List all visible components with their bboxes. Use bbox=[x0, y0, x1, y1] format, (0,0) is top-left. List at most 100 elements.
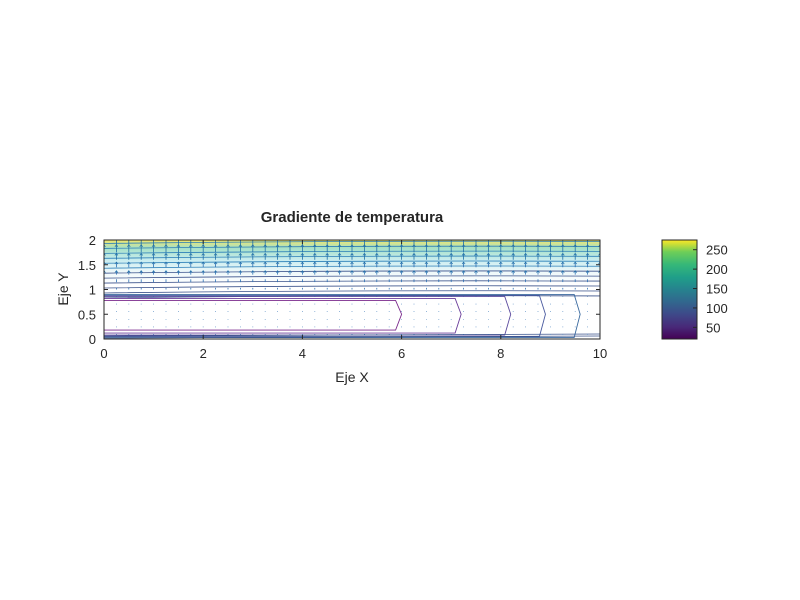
quiver-arrowhead bbox=[288, 252, 292, 256]
quiver-arrowhead bbox=[599, 236, 602, 238]
quiver-arrowhead bbox=[164, 261, 168, 265]
chart-title: Gradiente de temperatura bbox=[261, 209, 444, 226]
quiver-arrowhead bbox=[486, 270, 491, 273]
quiver-arrowhead bbox=[499, 270, 503, 273]
quiver-arrowhead bbox=[139, 270, 143, 273]
quiver-arrowhead bbox=[213, 270, 218, 273]
colorbar-tick-label: 250 bbox=[706, 243, 728, 258]
quiver-arrowhead bbox=[523, 270, 528, 273]
quiver-arrowhead bbox=[585, 252, 590, 256]
quiver-arrowhead bbox=[536, 261, 540, 265]
quiver-arrowhead bbox=[127, 261, 131, 265]
quiver-arrowhead bbox=[375, 252, 379, 256]
quiver-arrowhead bbox=[461, 261, 466, 265]
quiver-arrowhead bbox=[264, 236, 267, 238]
quiver-arrowhead bbox=[239, 236, 242, 238]
quiver-arrowhead bbox=[585, 270, 590, 273]
quiver-arrowhead bbox=[573, 252, 577, 256]
quiver-arrowhead bbox=[176, 252, 181, 256]
quiver-arrowhead bbox=[139, 261, 143, 265]
quiver-arrowhead bbox=[288, 270, 292, 273]
quiver-arrowhead bbox=[164, 252, 168, 256]
contour-loop bbox=[104, 294, 581, 338]
quiver-arrowhead bbox=[412, 270, 416, 273]
contour-line bbox=[104, 333, 600, 337]
colorbar-gradient bbox=[661, 239, 698, 340]
quiver-arrowhead bbox=[251, 236, 254, 238]
x-axis: 0 2 4 6 8 10 bbox=[100, 240, 607, 361]
quiver-arrowhead bbox=[437, 236, 440, 238]
quiver-arrowhead bbox=[362, 261, 367, 265]
quiver-arrowhead bbox=[350, 261, 354, 265]
quiver-arrowhead bbox=[561, 270, 565, 273]
quiver-arrowhead bbox=[201, 270, 205, 273]
quiver-arrowhead bbox=[300, 261, 305, 265]
quiver-arrowhead bbox=[548, 252, 553, 256]
x-tick-label: 6 bbox=[398, 346, 405, 361]
quiver-arrowhead bbox=[351, 236, 354, 238]
plot-area bbox=[103, 236, 602, 340]
colorbar-tick-label: 150 bbox=[706, 282, 728, 297]
y-tick-label: 1.5 bbox=[78, 258, 96, 273]
quiver-arrowhead bbox=[226, 261, 230, 265]
quiver-arrowhead bbox=[226, 270, 230, 273]
quiver-arrowhead bbox=[251, 270, 255, 273]
quiver-arrowhead bbox=[313, 252, 317, 256]
quiver-arrowhead bbox=[499, 261, 503, 265]
quiver-arrowhead bbox=[313, 236, 316, 238]
quiver-arrowhead bbox=[226, 252, 230, 256]
quiver-arrowhead bbox=[151, 252, 156, 256]
x-tick-label: 2 bbox=[200, 346, 207, 361]
x-tick-label: 8 bbox=[497, 346, 504, 361]
colorbar: 50 100 150 200 250 bbox=[661, 239, 728, 340]
quiver-arrowhead bbox=[375, 261, 379, 265]
quiver-arrowhead bbox=[598, 270, 600, 273]
quiver-arrowhead bbox=[140, 236, 143, 238]
quiver-arrowhead bbox=[177, 236, 180, 238]
quiver-arrowhead bbox=[425, 236, 428, 238]
quiver-arrowhead bbox=[561, 261, 565, 265]
quiver-arrowhead bbox=[461, 252, 466, 256]
quiver-arrowhead bbox=[139, 252, 143, 256]
y-tick-label: 2 bbox=[89, 233, 96, 248]
quiver-arrowhead bbox=[412, 252, 416, 256]
quiver-arrowhead bbox=[313, 261, 317, 265]
quiver-arrowhead bbox=[387, 252, 391, 256]
quiver-arrowhead bbox=[512, 236, 515, 238]
quiver-arrowhead bbox=[114, 270, 119, 273]
quiver-arrowhead bbox=[375, 236, 378, 238]
quiver-arrowhead bbox=[524, 236, 527, 238]
quiver-arrowhead bbox=[549, 236, 552, 238]
quiver-arrowhead bbox=[114, 261, 119, 265]
contour-line bbox=[104, 285, 600, 289]
quiver-arrowhead bbox=[511, 252, 515, 256]
quiver-arrowhead bbox=[337, 270, 342, 273]
quiver-arrowhead bbox=[523, 252, 528, 256]
quiver-layer bbox=[104, 236, 602, 335]
quiver-arrowhead bbox=[561, 236, 564, 238]
colorbar-tick-label: 50 bbox=[706, 320, 720, 335]
quiver-arrowhead bbox=[238, 261, 243, 265]
quiver-arrowhead bbox=[152, 236, 155, 238]
quiver-arrowhead bbox=[375, 270, 379, 273]
x-axis-label: Eje X bbox=[335, 369, 369, 385]
quiver-arrowhead bbox=[104, 261, 106, 265]
quiver-arrowhead bbox=[176, 270, 181, 273]
quiver-arrowhead bbox=[189, 252, 193, 256]
quiver-arrowhead bbox=[388, 236, 391, 238]
quiver-arrowhead bbox=[325, 252, 329, 256]
quiver-arrowhead bbox=[499, 236, 502, 238]
quiver-arrowhead bbox=[275, 252, 280, 256]
quiver-arrowhead bbox=[337, 261, 342, 265]
quiver-arrowhead bbox=[202, 236, 205, 238]
quiver-arrowhead bbox=[275, 261, 280, 265]
quiver-arrowhead bbox=[201, 261, 205, 265]
quiver-arrowhead bbox=[213, 252, 218, 256]
quiver-arrowhead bbox=[449, 270, 453, 273]
quiver-arrowhead bbox=[350, 252, 354, 256]
quiver-arrowhead bbox=[251, 252, 255, 256]
quiver-arrowhead bbox=[363, 236, 366, 238]
colorbar-tick-label: 100 bbox=[706, 301, 728, 316]
quiver-arrowhead bbox=[424, 270, 429, 273]
